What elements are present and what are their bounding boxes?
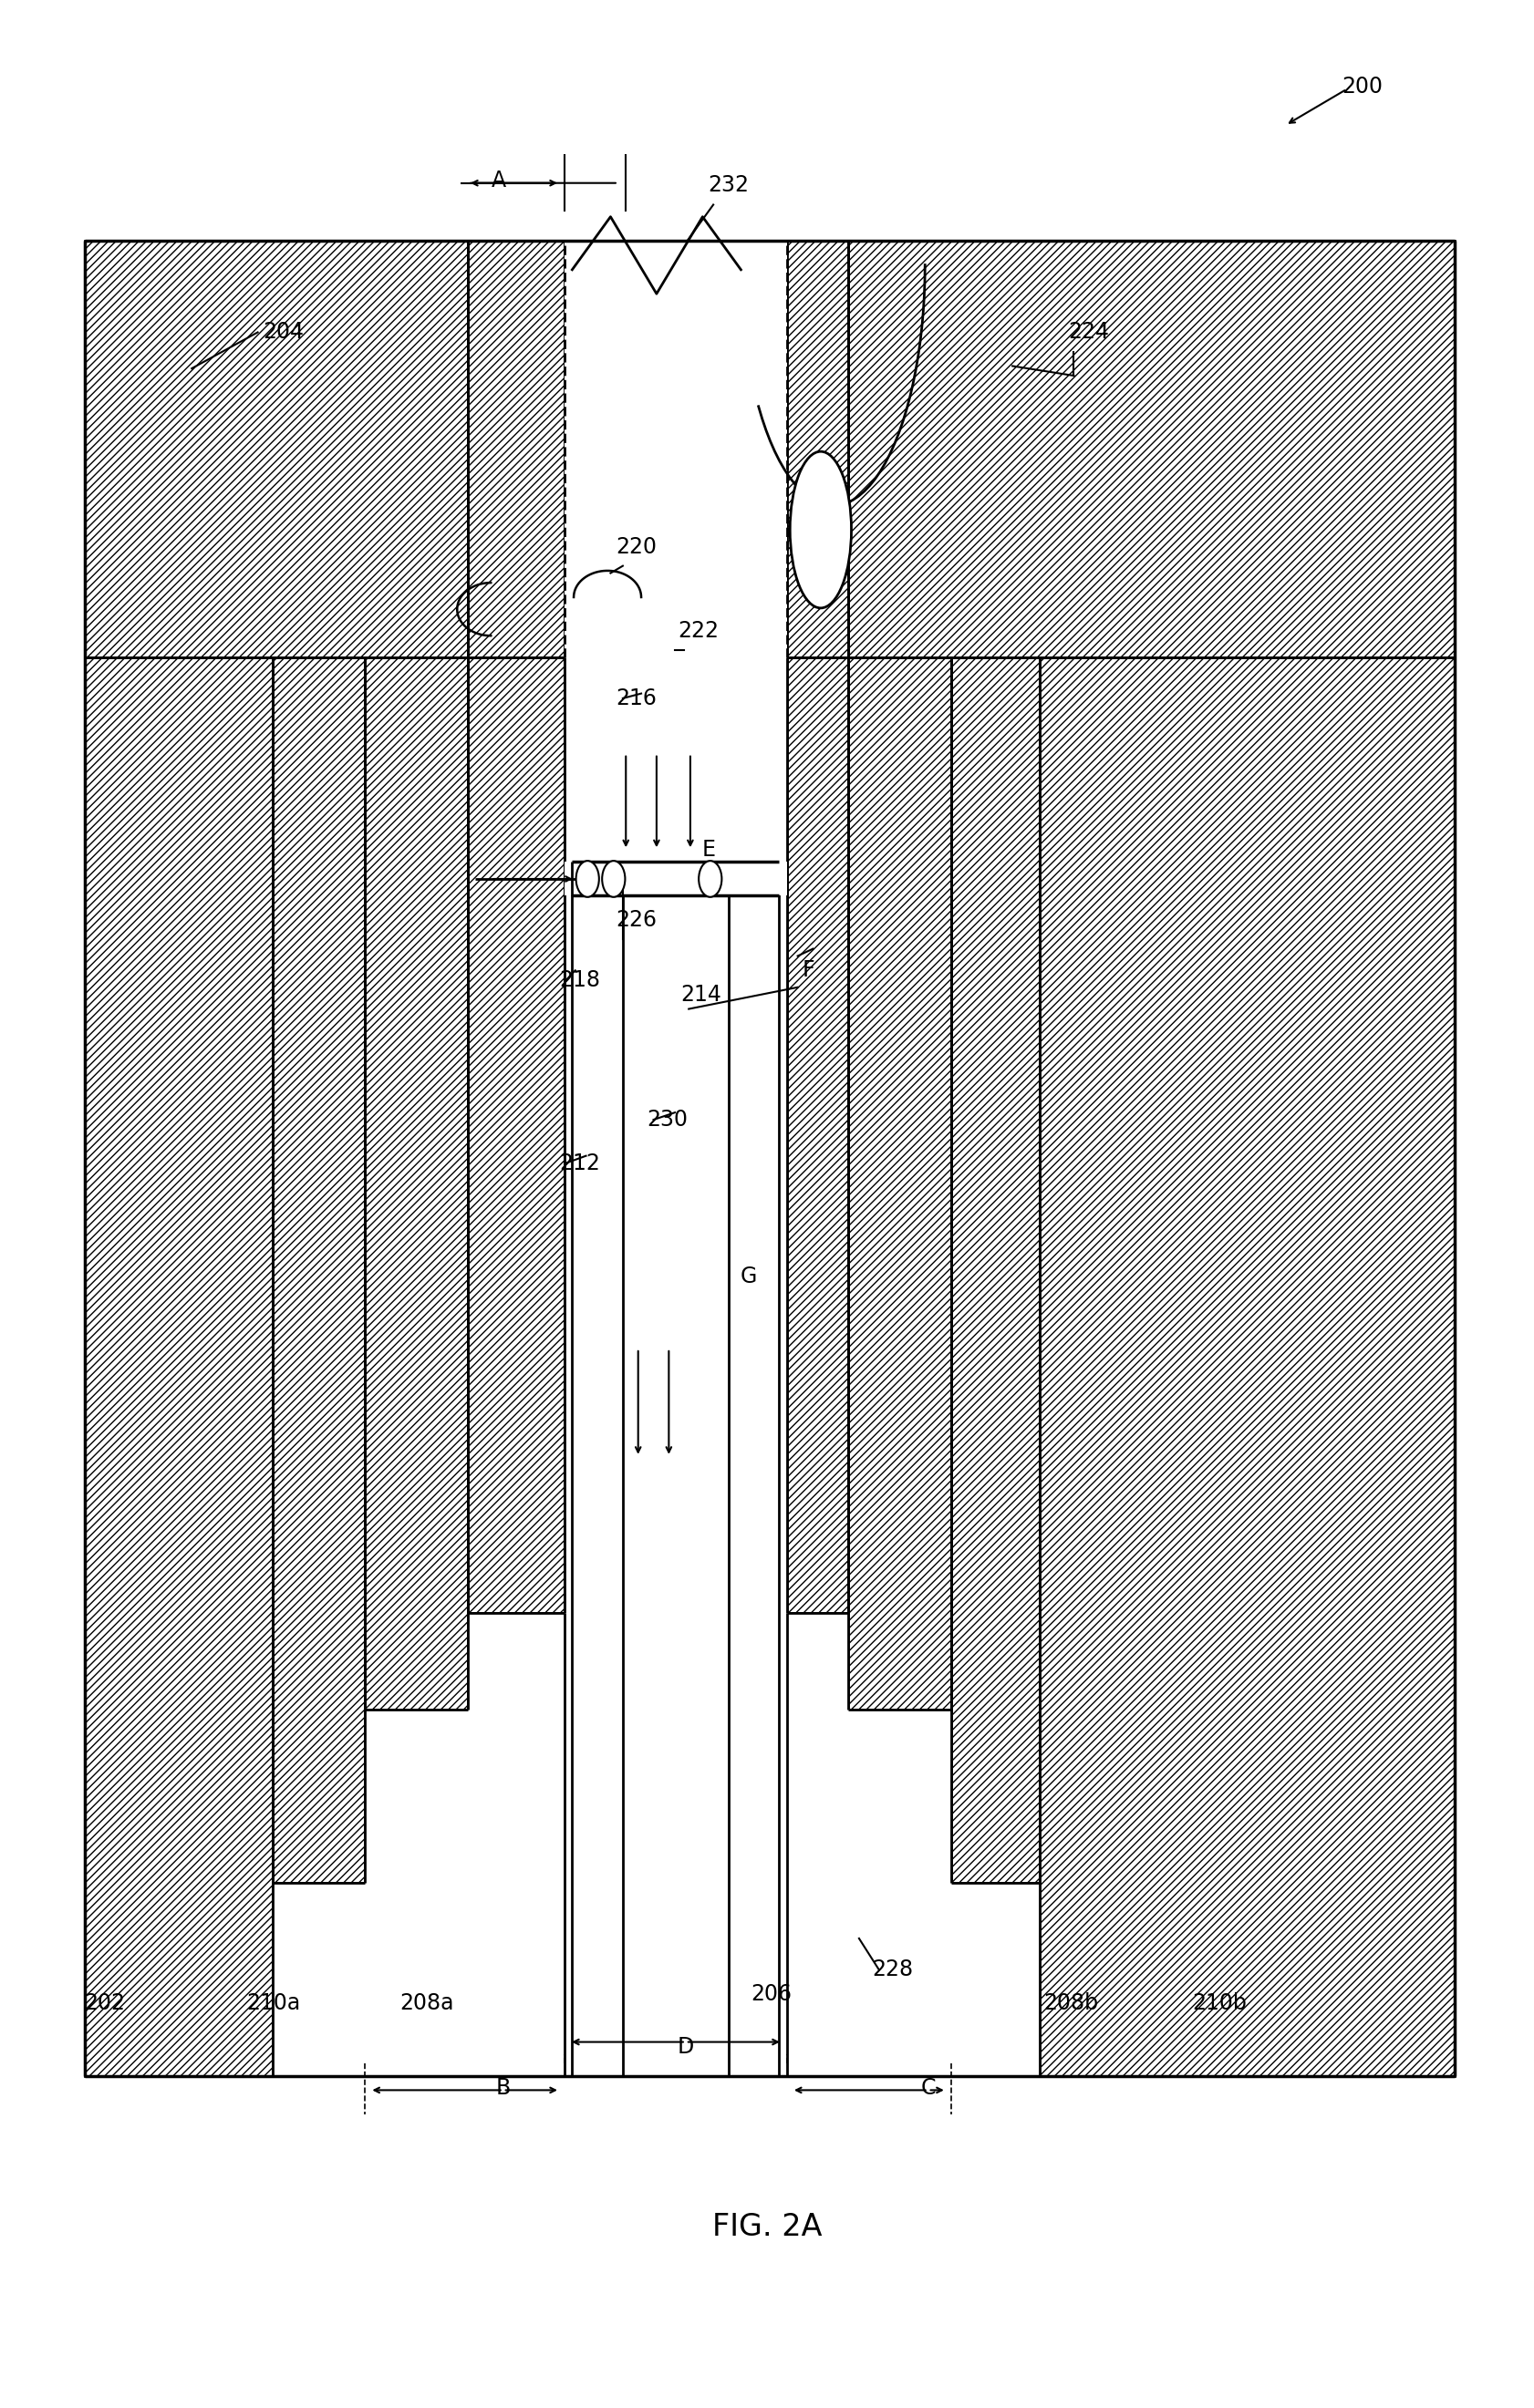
Polygon shape xyxy=(1040,657,1454,2076)
Text: 220: 220 xyxy=(617,535,657,559)
Polygon shape xyxy=(84,657,273,2076)
Text: 224: 224 xyxy=(1069,320,1109,344)
Text: 228: 228 xyxy=(873,1958,913,1982)
Text: 202: 202 xyxy=(84,1991,124,2015)
Text: 210a: 210a xyxy=(245,1991,301,2015)
Polygon shape xyxy=(468,1613,565,2076)
Polygon shape xyxy=(729,867,779,2076)
Text: 206: 206 xyxy=(752,1982,792,2006)
Text: FIG. 2A: FIG. 2A xyxy=(712,2213,822,2242)
Text: F: F xyxy=(802,958,815,982)
Ellipse shape xyxy=(790,453,851,609)
Polygon shape xyxy=(787,657,848,1613)
Text: 218: 218 xyxy=(560,968,600,992)
Text: 212: 212 xyxy=(560,1151,600,1175)
Text: 208a: 208a xyxy=(399,1991,454,2015)
Text: 226: 226 xyxy=(617,908,657,932)
Polygon shape xyxy=(365,657,468,1710)
Polygon shape xyxy=(365,1710,468,2076)
Text: 208b: 208b xyxy=(1043,1991,1098,2015)
Text: C: C xyxy=(920,2076,936,2100)
Polygon shape xyxy=(468,657,565,1613)
Circle shape xyxy=(698,862,721,898)
Polygon shape xyxy=(273,1883,365,2076)
Polygon shape xyxy=(565,862,787,896)
Text: 222: 222 xyxy=(678,619,718,643)
Text: 216: 216 xyxy=(617,686,657,710)
Text: B: B xyxy=(495,2076,511,2100)
Polygon shape xyxy=(565,657,787,2076)
Circle shape xyxy=(575,862,598,898)
Polygon shape xyxy=(572,867,623,2076)
Polygon shape xyxy=(787,1613,848,2076)
Polygon shape xyxy=(787,241,848,657)
Polygon shape xyxy=(273,657,365,1883)
Polygon shape xyxy=(951,1883,1040,2076)
Text: 230: 230 xyxy=(647,1108,687,1132)
Polygon shape xyxy=(623,867,729,2076)
Circle shape xyxy=(601,862,626,898)
Polygon shape xyxy=(951,657,1040,1883)
Polygon shape xyxy=(848,1710,951,2076)
Text: G: G xyxy=(741,1264,756,1288)
Polygon shape xyxy=(468,241,565,657)
Text: 214: 214 xyxy=(681,982,721,1007)
Polygon shape xyxy=(565,241,787,657)
Text: A: A xyxy=(491,169,506,193)
Text: 204: 204 xyxy=(264,320,304,344)
Polygon shape xyxy=(848,241,1454,657)
Text: E: E xyxy=(703,838,715,862)
Text: D: D xyxy=(678,2035,693,2059)
Polygon shape xyxy=(848,657,951,1710)
Polygon shape xyxy=(84,241,468,657)
Text: 232: 232 xyxy=(709,173,749,197)
Text: 200: 200 xyxy=(1342,75,1382,99)
Text: 210b: 210b xyxy=(1192,1991,1247,2015)
